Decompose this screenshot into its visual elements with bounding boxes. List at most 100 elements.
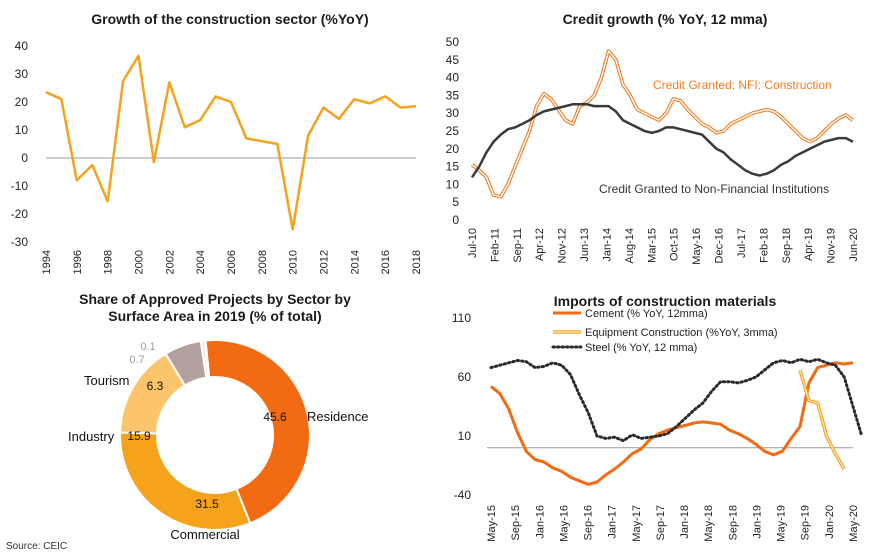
x-tick-label: Jan-18 bbox=[679, 505, 691, 539]
slice-value-label: 45.6 bbox=[263, 410, 287, 424]
x-tick-label: Jun-20 bbox=[848, 228, 860, 262]
x-tick-label: Jun-13 bbox=[579, 228, 591, 262]
x-tick-label: 2012 bbox=[319, 250, 331, 274]
legend-label: Cement (% YoY, 12mma) bbox=[585, 308, 708, 320]
y-tick-label: 20 bbox=[446, 142, 460, 156]
x-tick-label: 2002 bbox=[164, 250, 176, 274]
slice-value-label: 15.9 bbox=[127, 429, 151, 443]
cement-series-line bbox=[490, 361, 854, 486]
nfi-credit-line bbox=[470, 103, 854, 178]
x-tick-label: Jan-20 bbox=[824, 505, 836, 539]
steel-series-line bbox=[489, 357, 864, 443]
slice-value-label: 31.5 bbox=[195, 497, 219, 511]
x-tick-label: Aug-14 bbox=[624, 228, 636, 263]
x-tick-label: May-15 bbox=[486, 505, 498, 542]
x-tick-label: Feb-11 bbox=[489, 228, 501, 262]
y-tick-label: 30 bbox=[446, 106, 460, 120]
x-tick-label: May-18 bbox=[703, 505, 715, 542]
y-tick-label: 5 bbox=[452, 195, 459, 209]
x-tick-label: Sep-19 bbox=[800, 505, 812, 540]
share-chart: 45.6 Residence 31.5 Commercial 15.9 Industry 6… bbox=[68, 339, 368, 540]
construction-credit-line-inner bbox=[471, 50, 854, 198]
x-tick-label: Dec-16 bbox=[714, 228, 726, 263]
x-tick-label: 1998 bbox=[103, 250, 115, 274]
y-tick-label: 50 bbox=[446, 35, 460, 49]
x-tick-label: May-16 bbox=[691, 228, 703, 265]
y-tick-label: -30 bbox=[11, 235, 29, 249]
growth-chart-title: Growth of the construction sector (%YoY) bbox=[91, 11, 369, 27]
x-tick-label: May-16 bbox=[558, 505, 570, 542]
x-tick-label: 2006 bbox=[226, 250, 238, 274]
x-tick-label: 2008 bbox=[257, 250, 269, 274]
donut-slice-residence bbox=[204, 339, 311, 525]
x-tick-label: Sep-18 bbox=[727, 505, 739, 540]
y-tick-label: 0 bbox=[21, 151, 28, 165]
x-tick-label: Jul-17 bbox=[736, 228, 748, 258]
imports-chart-panel: Imports of construction materials 110 60 1… bbox=[435, 290, 870, 560]
growth-chart-panel: Growth of the construction sector (%YoY)… bbox=[0, 0, 435, 290]
y-tick-label: 10 bbox=[458, 429, 472, 443]
y-tick-label: 0 bbox=[452, 213, 459, 227]
x-tick-label: Sep-11 bbox=[512, 228, 524, 263]
x-tick-label: Apr-12 bbox=[534, 228, 546, 261]
x-tick-label: 2010 bbox=[288, 250, 300, 274]
x-tick-label: Jan-14 bbox=[601, 228, 613, 262]
y-tick-label: 15 bbox=[446, 160, 460, 174]
x-tick-label: Jan-16 bbox=[534, 505, 546, 539]
x-tick-label: 2018 bbox=[411, 250, 423, 274]
imports-chart-title: Imports of construction materials bbox=[553, 293, 777, 309]
y-tick-label: -10 bbox=[11, 179, 29, 193]
x-tick-label: May-20 bbox=[848, 505, 860, 542]
x-tick-label: May-17 bbox=[631, 505, 643, 542]
x-tick-label: Oct-15 bbox=[669, 228, 681, 261]
growth-series-line bbox=[45, 54, 417, 231]
y-tick-label: 60 bbox=[458, 370, 472, 384]
donut-slice-commercial bbox=[119, 431, 252, 531]
slice-category-label: Commercial bbox=[170, 527, 239, 540]
y-tick-label: 30 bbox=[15, 67, 29, 81]
imports-chart: 110 60 10 -40 May-15 Sep-15 Jan-16 May-16 Sep-16… bbox=[452, 308, 864, 542]
slice-category-label: Residence bbox=[307, 409, 368, 424]
y-tick-label: -20 bbox=[11, 207, 29, 221]
y-tick-label: 10 bbox=[446, 177, 460, 191]
equipment-series-line-inner bbox=[799, 369, 845, 470]
y-tick-label: 110 bbox=[452, 311, 471, 325]
slice-value-label: 6.3 bbox=[147, 379, 164, 393]
slice-category-label: Industry bbox=[68, 429, 115, 444]
y-tick-label: -40 bbox=[454, 488, 472, 502]
x-tick-label: Sep-18 bbox=[781, 228, 793, 263]
series-label-nfi: Credit Granted to Non-Financial Institut… bbox=[599, 182, 829, 196]
x-tick-label: May-19 bbox=[776, 505, 788, 542]
x-tick-label: Feb-18 bbox=[758, 228, 770, 263]
x-tick-label: Sep-16 bbox=[583, 505, 595, 540]
y-tick-label: 35 bbox=[446, 88, 460, 102]
y-tick-label: 45 bbox=[446, 53, 460, 67]
x-tick-label: 2016 bbox=[380, 250, 392, 274]
y-tick-label: 20 bbox=[15, 95, 29, 109]
legend-label: Steel (% YoY, 12 mma) bbox=[585, 342, 697, 354]
x-tick-label: 2000 bbox=[134, 250, 146, 274]
x-tick-label: Sep-17 bbox=[655, 505, 667, 540]
x-tick-label: Apr-19 bbox=[803, 228, 815, 261]
y-tick-label: 25 bbox=[446, 124, 460, 138]
x-tick-label: Mar-15 bbox=[646, 228, 658, 263]
x-tick-label: Sep-15 bbox=[510, 505, 522, 540]
x-tick-label: Jan-17 bbox=[607, 505, 619, 539]
share-chart-title-line2: Surface Area in 2019 (% of total) bbox=[108, 308, 322, 324]
x-tick-label: 1994 bbox=[41, 250, 53, 274]
series-label-construction: Credit Granted: NFI: Construction bbox=[653, 78, 832, 92]
x-tick-label: Nov-19 bbox=[826, 228, 838, 263]
donut-slice-minor bbox=[203, 339, 211, 379]
x-tick-label: 2014 bbox=[349, 250, 361, 274]
credit-chart-title: Credit growth (% YoY, 12 mma) bbox=[562, 11, 768, 27]
x-tick-label: Nov-12 bbox=[557, 228, 569, 263]
x-tick-label: Jan-19 bbox=[751, 505, 763, 539]
slice-value-label: 0.7 bbox=[129, 354, 144, 366]
x-tick-label: Jul-10 bbox=[467, 228, 479, 258]
source-note: Source: CEIC bbox=[6, 541, 68, 552]
slice-value-label: 0.1 bbox=[140, 341, 155, 353]
slice-category-label: Tourism bbox=[84, 373, 130, 388]
x-tick-label: 2004 bbox=[195, 250, 207, 274]
construction-credit-line bbox=[470, 49, 855, 199]
